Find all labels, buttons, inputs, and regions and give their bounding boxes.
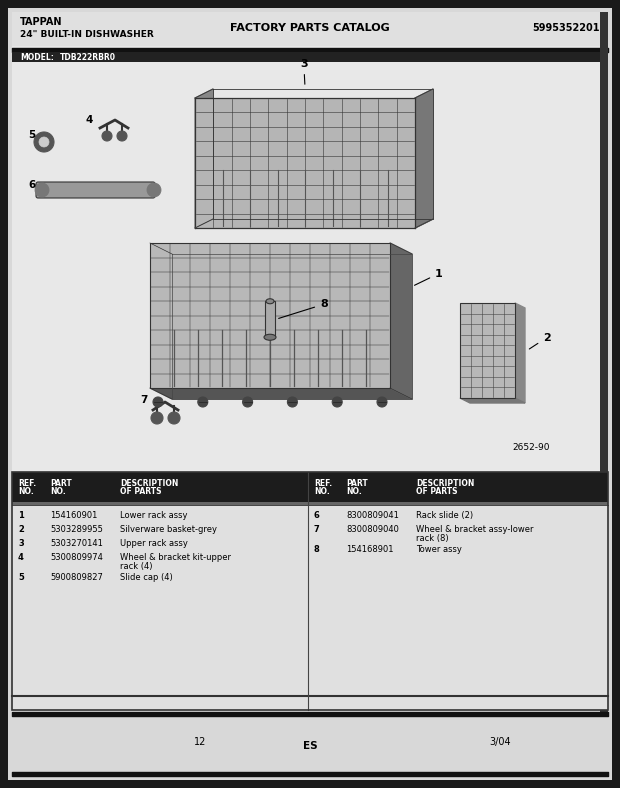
Text: TAPPAN: TAPPAN xyxy=(20,17,63,27)
Text: PART: PART xyxy=(50,478,72,488)
Text: 8300809041: 8300809041 xyxy=(346,511,399,520)
Circle shape xyxy=(153,397,163,407)
Polygon shape xyxy=(515,303,525,403)
Text: 1: 1 xyxy=(18,511,24,520)
Text: Lower rack assy: Lower rack assy xyxy=(120,511,187,520)
Bar xyxy=(150,243,390,388)
Text: 3: 3 xyxy=(18,539,24,548)
Polygon shape xyxy=(460,398,525,403)
Text: 12: 12 xyxy=(194,737,206,747)
Bar xyxy=(12,472,608,710)
Text: 2652-90: 2652-90 xyxy=(513,443,550,452)
Bar xyxy=(600,12,608,776)
Circle shape xyxy=(147,183,161,197)
Text: FACTORY PARTS CATALOG: FACTORY PARTS CATALOG xyxy=(230,23,390,33)
Circle shape xyxy=(102,131,112,141)
Circle shape xyxy=(332,397,342,407)
Text: rack (4): rack (4) xyxy=(120,562,153,571)
Polygon shape xyxy=(195,98,415,228)
Circle shape xyxy=(377,397,387,407)
Text: Slide cap (4): Slide cap (4) xyxy=(120,573,173,582)
Text: OF PARTS: OF PARTS xyxy=(416,486,458,496)
Text: 2: 2 xyxy=(529,333,551,349)
Text: Wheel & bracket assy-lower: Wheel & bracket assy-lower xyxy=(416,525,533,534)
Text: 5300809974: 5300809974 xyxy=(50,553,103,562)
Text: 154168901: 154168901 xyxy=(346,545,394,554)
Text: 8: 8 xyxy=(314,545,320,554)
Text: Tower assy: Tower assy xyxy=(416,545,462,554)
Circle shape xyxy=(34,132,54,152)
Text: DESCRIPTION: DESCRIPTION xyxy=(120,478,179,488)
Text: 3: 3 xyxy=(300,59,308,84)
Circle shape xyxy=(288,397,298,407)
Text: ES: ES xyxy=(303,741,317,751)
Text: 4: 4 xyxy=(18,553,24,562)
Text: 1: 1 xyxy=(415,269,443,285)
Circle shape xyxy=(168,412,180,424)
Circle shape xyxy=(198,397,208,407)
Text: Rack slide (2): Rack slide (2) xyxy=(416,511,473,520)
Circle shape xyxy=(242,397,252,407)
Text: 5303289955: 5303289955 xyxy=(50,525,103,534)
Text: NO.: NO. xyxy=(314,486,330,496)
Text: rack (8): rack (8) xyxy=(416,533,449,542)
Polygon shape xyxy=(195,219,433,228)
Text: 5900809827: 5900809827 xyxy=(50,573,103,582)
Ellipse shape xyxy=(266,299,274,303)
Text: 7: 7 xyxy=(314,525,320,534)
Text: Silverware basket-grey: Silverware basket-grey xyxy=(120,525,217,534)
Text: 7: 7 xyxy=(140,395,148,405)
FancyBboxPatch shape xyxy=(36,182,155,198)
Text: 5995352201: 5995352201 xyxy=(533,23,600,33)
Text: 8300809040: 8300809040 xyxy=(346,525,399,534)
Text: 3/04: 3/04 xyxy=(489,737,511,747)
Text: OF PARTS: OF PARTS xyxy=(120,486,161,496)
Bar xyxy=(265,301,275,337)
Text: 6: 6 xyxy=(314,511,320,520)
Polygon shape xyxy=(150,388,412,399)
Text: DESCRIPTION: DESCRIPTION xyxy=(416,478,474,488)
Text: PART: PART xyxy=(346,478,368,488)
Text: Upper rack assy: Upper rack assy xyxy=(120,539,188,548)
Bar xyxy=(12,472,608,502)
Text: REF.: REF. xyxy=(314,478,332,488)
Bar xyxy=(12,714,608,776)
Polygon shape xyxy=(390,243,412,399)
Bar xyxy=(12,502,608,505)
Text: 5303270141: 5303270141 xyxy=(50,539,103,548)
Text: 6: 6 xyxy=(28,180,35,190)
Text: 24" BUILT-IN DISHWASHER: 24" BUILT-IN DISHWASHER xyxy=(20,29,154,39)
Bar xyxy=(12,62,608,470)
Bar xyxy=(12,12,608,46)
Text: REF.: REF. xyxy=(18,478,36,488)
Text: 4: 4 xyxy=(85,115,92,125)
Text: NO.: NO. xyxy=(50,486,66,496)
Ellipse shape xyxy=(264,334,276,340)
Text: 2: 2 xyxy=(18,525,24,534)
Polygon shape xyxy=(195,89,213,228)
Text: NO.: NO. xyxy=(346,486,361,496)
Circle shape xyxy=(151,412,163,424)
Bar xyxy=(12,52,608,62)
Circle shape xyxy=(39,137,49,147)
Text: TDB222RBR0: TDB222RBR0 xyxy=(60,53,116,61)
Text: 154160901: 154160901 xyxy=(50,511,97,520)
Polygon shape xyxy=(415,89,433,228)
Text: 5: 5 xyxy=(18,573,24,582)
Text: 5: 5 xyxy=(28,130,35,140)
Text: Wheel & bracket kit-upper: Wheel & bracket kit-upper xyxy=(120,553,231,562)
Text: MODEL:: MODEL: xyxy=(20,53,54,61)
Text: NO.: NO. xyxy=(18,486,33,496)
Circle shape xyxy=(117,131,127,141)
Bar xyxy=(460,303,515,398)
Circle shape xyxy=(35,183,49,197)
Text: 8: 8 xyxy=(278,299,328,318)
Bar xyxy=(12,472,608,710)
